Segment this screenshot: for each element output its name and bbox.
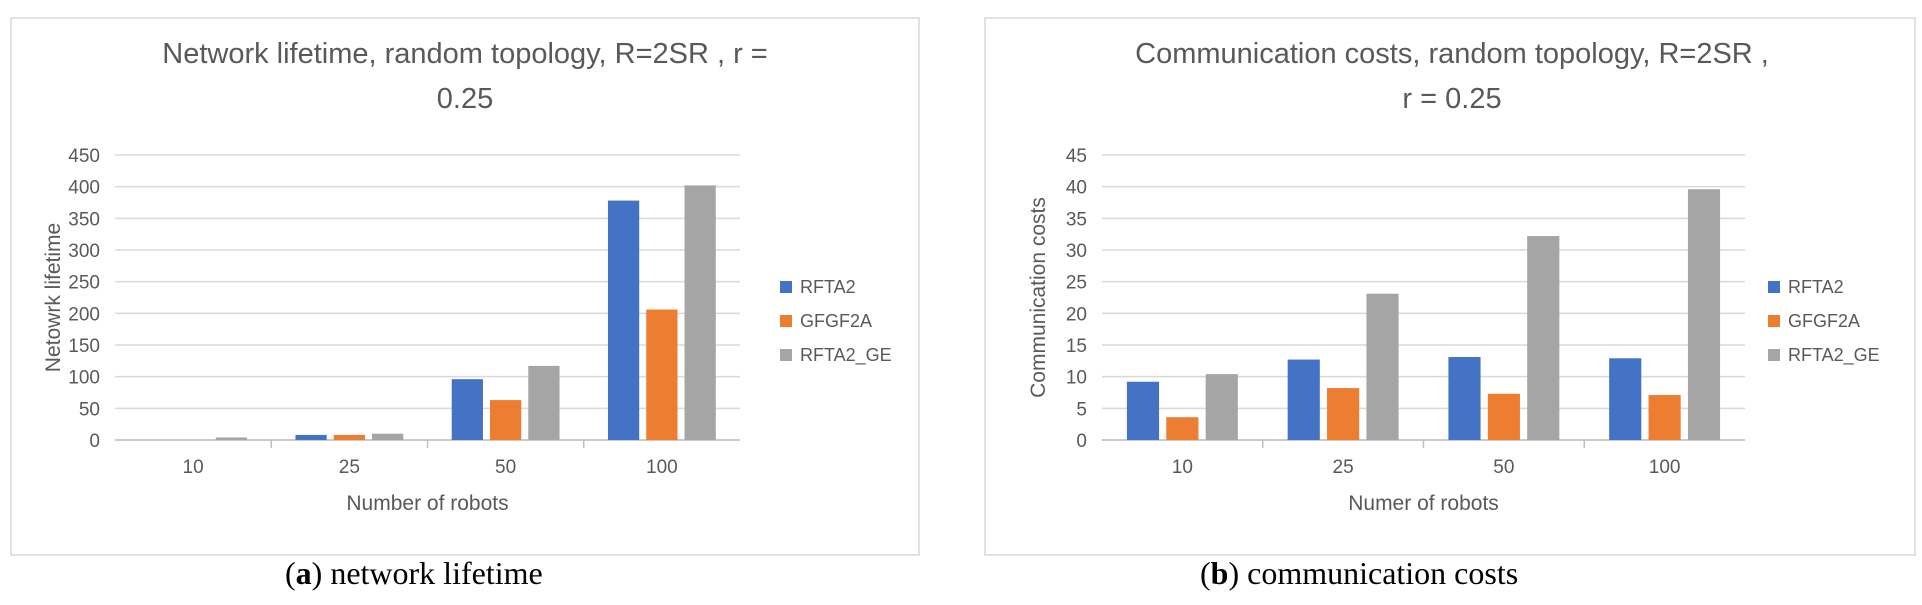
y-tick-label: 350 (68, 209, 100, 230)
legend-swatch (1768, 315, 1780, 327)
y-tick-label: 450 (68, 146, 100, 167)
y-tick-label: 35 (1066, 209, 1087, 230)
chart-title-line: r = 0.25 (1402, 83, 1501, 115)
chart-communication-costs: Communication costs, random topology, R=… (984, 17, 1916, 556)
legend-swatch (1768, 281, 1780, 293)
bar-rfta2-ge-25 (372, 433, 404, 440)
x-tick-label: 100 (646, 457, 678, 478)
y-tick-label: 5 (1076, 399, 1087, 420)
bar-rfta2-100 (607, 200, 640, 440)
caption-text: network lifetime (330, 555, 543, 591)
bar-rfta2-ge-10 (1205, 374, 1238, 440)
y-tick-label: 300 (68, 241, 100, 262)
x-tick-label: 50 (1493, 457, 1514, 478)
caption-communication-costs: (b) communication costs (1200, 555, 1519, 591)
y-tick-label: 250 (68, 273, 100, 294)
x-tick-label: 10 (1172, 457, 1193, 478)
legend-label: GFGF2A (800, 311, 872, 331)
legend-label: RFTA2 (1788, 277, 1844, 297)
y-tick-label: 45 (1066, 146, 1087, 167)
chart-frame (10, 17, 920, 556)
bar-rfta2-50 (451, 379, 483, 440)
y-tick-label: 30 (1066, 241, 1087, 262)
bar-rfta2-100 (1609, 358, 1642, 440)
bar-gfgf2a-100 (1648, 395, 1681, 440)
y-tick-label: 200 (68, 304, 100, 325)
caption-network-lifetime: (a) network lifetime (285, 555, 543, 591)
caption-letter: b (1210, 555, 1229, 591)
bar-gfgf2a-50 (490, 400, 522, 440)
bar-rfta2-ge-10 (215, 437, 248, 440)
x-axis-label: Number of robots (346, 492, 508, 515)
y-tick-label: 0 (1076, 431, 1087, 452)
y-tick-label: 40 (1066, 178, 1087, 199)
chart-title-line: Communication costs, random topology, R=… (1135, 38, 1769, 70)
bar-rfta2-ge-50 (528, 365, 560, 440)
bar-rfta2-25 (1287, 359, 1320, 440)
legend-swatch (780, 349, 792, 361)
y-tick-label: 50 (79, 399, 100, 420)
legend-label: GFGF2A (1788, 311, 1860, 331)
y-tick-label: 15 (1066, 336, 1087, 357)
caption-letter: a (295, 555, 312, 591)
bar-rfta2-10 (1126, 381, 1160, 440)
legend-swatch (1768, 349, 1780, 361)
legend-swatch (780, 281, 792, 293)
bar-rfta2-ge-50 (1527, 236, 1560, 440)
x-axis-label: Numer of robots (1348, 492, 1499, 515)
chart-panel-communication-costs: Communication costs, random topology, R=… (980, 0, 1922, 605)
x-tick-label: 10 (183, 457, 204, 478)
chart-title-line: Network lifetime, random topology, R=2SR… (162, 38, 768, 70)
y-tick-label: 10 (1066, 368, 1087, 389)
legend-label: RFTA2_GE (1788, 345, 1880, 366)
bar-rfta2-ge-100 (1687, 189, 1721, 440)
legend-label: RFTA2 (800, 277, 856, 297)
legend-label: RFTA2_GE (800, 345, 892, 366)
caption-text: communication costs (1247, 555, 1519, 591)
y-tick-label: 25 (1066, 273, 1087, 294)
y-tick-label: 150 (68, 336, 100, 357)
chart-frame (984, 17, 1916, 556)
y-tick-label: 400 (68, 178, 100, 199)
y-axis-label: Communication costs (1027, 197, 1050, 398)
bar-gfgf2a-100 (646, 309, 678, 440)
y-axis-label: Netowrk lifetime (42, 223, 65, 372)
legend-swatch (780, 315, 792, 327)
bar-rfta2-50 (1448, 357, 1481, 440)
x-tick-label: 50 (495, 457, 516, 478)
bar-rfta2-ge-25 (1366, 293, 1399, 440)
chart-title-line: 0.25 (437, 83, 493, 115)
bar-rfta2-ge-100 (684, 185, 716, 440)
chart-network-lifetime: Network lifetime, random topology, R=2SR… (10, 17, 920, 556)
bar-rfta2-25 (295, 434, 327, 440)
bar-gfgf2a-25 (333, 434, 365, 440)
bar-gfgf2a-10 (1166, 417, 1199, 440)
bar-gfgf2a-50 (1487, 393, 1520, 440)
bar-gfgf2a-25 (1327, 388, 1360, 440)
x-tick-label: 100 (1649, 457, 1681, 478)
y-tick-label: 100 (68, 368, 100, 389)
x-tick-label: 25 (339, 457, 360, 478)
x-tick-label: 25 (1333, 457, 1354, 478)
y-tick-label: 0 (89, 431, 100, 452)
y-tick-label: 20 (1066, 304, 1087, 325)
chart-panel-network-lifetime: Network lifetime, random topology, R=2SR… (0, 0, 930, 605)
